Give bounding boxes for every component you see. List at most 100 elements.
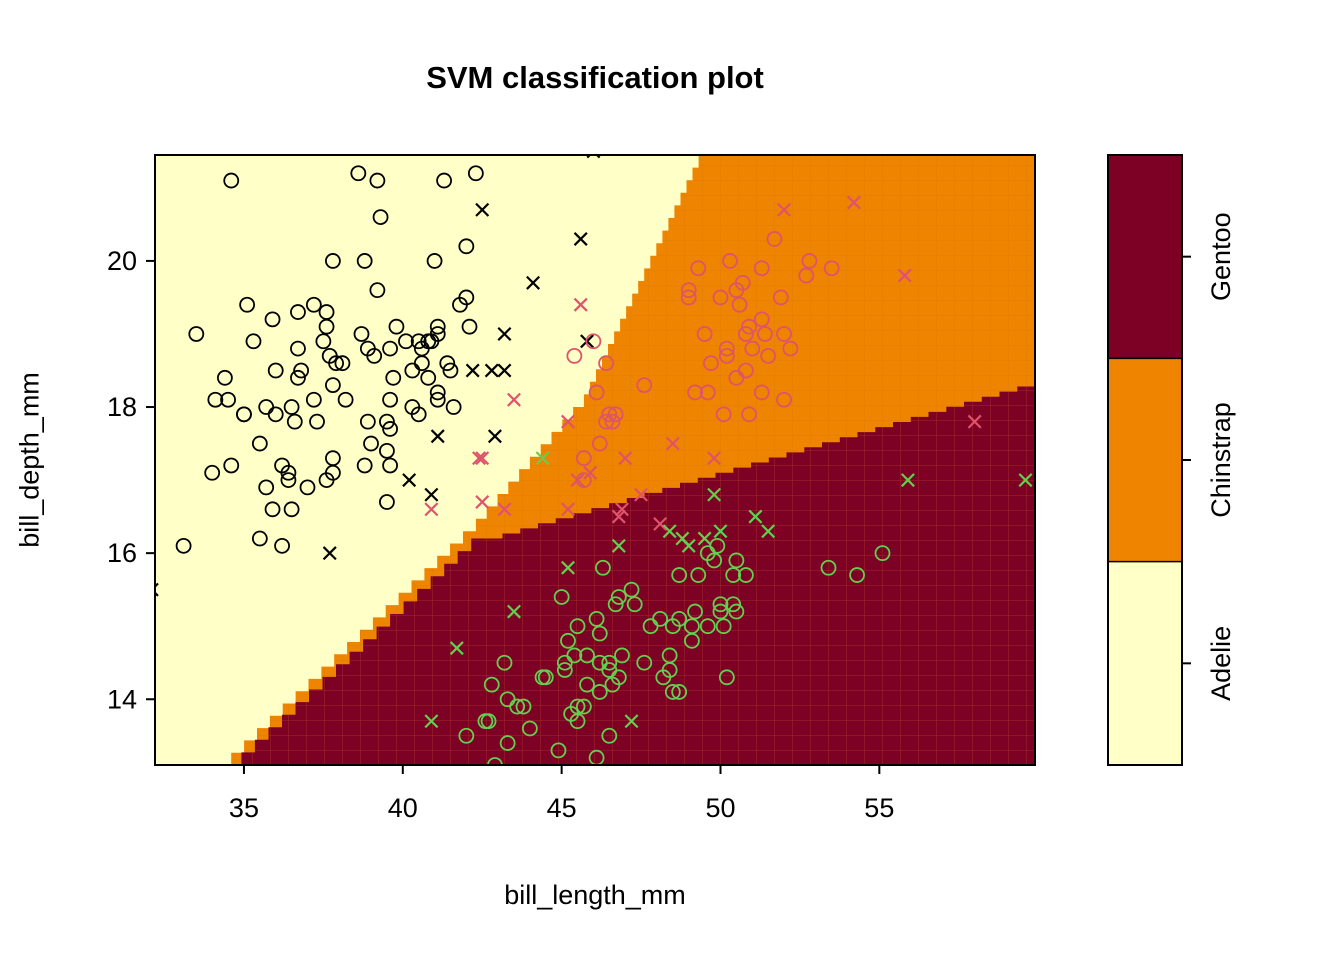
data-point-marker (680, 282, 697, 299)
support-vector-marker (475, 495, 490, 509)
support-vector-marker (430, 429, 445, 444)
data-point-marker (849, 567, 865, 583)
data-point-marker (598, 413, 615, 430)
data-point-marker (318, 318, 335, 335)
data-point-marker (664, 618, 681, 635)
data-point-marker (175, 537, 192, 554)
support-vector-marker (484, 363, 499, 378)
support-vector-marker (713, 524, 728, 539)
data-point-marker (445, 399, 462, 415)
support-vector-marker (561, 502, 575, 517)
data-point-marker (363, 435, 379, 452)
data-point-marker (820, 559, 837, 576)
data-point-marker (309, 413, 325, 430)
x-tick-label: 55 (864, 793, 894, 823)
data-point-marker (703, 355, 719, 372)
legend-colorbar: Gentoo Chinstrap Adelie (1107, 154, 1236, 766)
data-point-marker (483, 676, 500, 693)
support-vector-marker (465, 363, 480, 378)
support-vector-marker (507, 392, 521, 407)
support-vector-marker (611, 538, 626, 553)
data-point-marker (429, 384, 446, 401)
data-point-marker (274, 457, 290, 474)
support-vector-marker (497, 327, 512, 341)
support-vector-marker (967, 414, 982, 429)
x-tick-label: 50 (705, 793, 735, 823)
data-point-marker (382, 421, 398, 437)
data-point-marker (283, 501, 300, 518)
y-tick-label: 16 (107, 538, 137, 568)
data-point-marker (251, 435, 268, 452)
x-axis: 35 40 45 50 55 (229, 765, 894, 823)
data-point-marker (575, 698, 592, 715)
data-point-marker (712, 603, 729, 620)
region-gentoo-grid (241, 381, 1035, 765)
support-vector-marker (707, 487, 722, 502)
data-point-marker (220, 391, 236, 408)
data-point-marker (420, 333, 437, 350)
data-point-marker (286, 413, 303, 430)
data-point-marker (738, 326, 754, 342)
support-vector-marker (615, 502, 629, 517)
data-point-marker (258, 399, 275, 415)
data-point-marker (404, 362, 421, 379)
data-point-marker (325, 450, 341, 467)
x-tick-label: 40 (388, 793, 418, 823)
data-point-marker (728, 603, 745, 620)
data-point-marker (426, 253, 443, 269)
data-point-marker (680, 289, 697, 306)
data-point-marker (722, 253, 738, 269)
support-vector-marker (535, 451, 550, 466)
support-vector-marker (475, 451, 490, 466)
data-point-marker (757, 326, 773, 342)
data-point-marker (623, 581, 640, 598)
data-point-marker (595, 559, 611, 576)
y-axis: 14 16 18 20 (107, 246, 155, 714)
data-point-marker (636, 654, 653, 671)
data-point-marker (579, 676, 595, 693)
data-point-marker (337, 391, 354, 408)
data-point-marker (293, 362, 310, 379)
data-point-marker (591, 625, 608, 642)
data-point-marker (610, 589, 627, 605)
support-vector-marker (487, 429, 502, 444)
data-point-marker (696, 326, 713, 342)
data-point-marker (591, 684, 608, 700)
support-vector-marker (618, 451, 633, 466)
x-tick-label: 45 (547, 793, 577, 823)
data-point-marker (290, 340, 306, 357)
data-point-marker (725, 596, 742, 613)
data-point-marker (588, 384, 605, 401)
support-vector-marker (675, 531, 690, 546)
data-point-marker (626, 596, 643, 613)
data-point-marker (290, 369, 306, 386)
data-point-marker (753, 260, 770, 277)
x-axis-label: bill_length_mm (504, 880, 686, 910)
data-point-marker (664, 684, 681, 700)
data-point-marker (442, 362, 459, 379)
y-tick-label: 18 (107, 392, 137, 422)
legend-label: Adelie (1206, 626, 1236, 701)
legend-label: Chinstrap (1206, 402, 1236, 518)
legend-swatch (1108, 155, 1182, 359)
data-point-marker (382, 457, 398, 474)
data-point-marker (429, 318, 446, 335)
data-point-marker (566, 347, 583, 364)
data-point-marker (369, 282, 386, 299)
data-point-marker (223, 457, 240, 474)
data-point-marker (715, 618, 732, 635)
data-point-marker (379, 413, 395, 430)
legend-swatch (1108, 358, 1182, 562)
data-point-marker (604, 413, 621, 430)
data-point-marker (671, 684, 688, 700)
support-vector-marker (497, 363, 512, 378)
data-point-marker (496, 654, 513, 671)
y-tick-label: 14 (107, 684, 137, 714)
data-point-marker (556, 662, 573, 678)
data-point-marker (601, 727, 618, 744)
decision-regions (155, 155, 1035, 765)
data-point-marker (575, 472, 592, 488)
data-point-marker (290, 304, 306, 320)
